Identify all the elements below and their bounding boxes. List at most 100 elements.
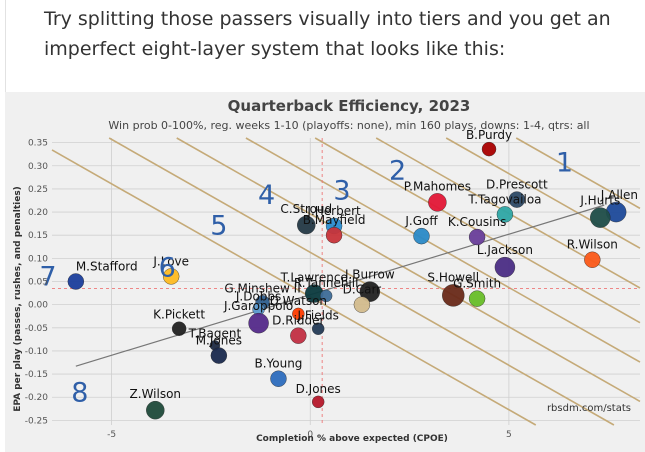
player-marker — [319, 289, 333, 303]
tier-number-label: 7 — [39, 261, 56, 292]
player-marker — [290, 327, 307, 344]
player-marker — [210, 347, 228, 364]
tier-lines — [51, 137, 641, 426]
player-label: D.Prescott — [486, 178, 548, 192]
player-marker — [270, 370, 287, 387]
player-point: J.Fields — [297, 309, 339, 335]
trend-line — [75, 204, 605, 367]
grid-lines — [52, 138, 640, 425]
player-marker — [353, 296, 371, 313]
player-point: R.Tannehill — [294, 276, 359, 303]
player-marker — [584, 251, 601, 268]
player-marker — [311, 395, 325, 409]
player-marker — [297, 215, 316, 235]
player-marker — [325, 227, 343, 244]
player-label: K.Pickett — [153, 308, 205, 322]
player-point: R.Wilson — [567, 238, 618, 268]
player-label: S.Howell — [427, 270, 479, 284]
player-point: M.Stafford — [67, 260, 138, 290]
player-point: D.Watson — [270, 294, 327, 321]
player-point: D.Carr — [343, 283, 382, 313]
player-label: R.Tannehill — [294, 276, 359, 290]
player-label: D.Carr — [343, 283, 382, 297]
player-label: T.Tagovailoa — [467, 192, 541, 206]
player-label: G.Minshew II — [224, 281, 300, 295]
player-marker — [508, 191, 526, 208]
player-label: B.Purdy — [466, 128, 512, 142]
player-point: M.Jones — [196, 334, 242, 364]
player-marker — [590, 207, 611, 228]
player-label: J.Garoppolo — [223, 299, 293, 313]
player-label: C.Stroud — [280, 202, 332, 216]
player-label: B.Mayfield — [303, 213, 366, 227]
qb-efficiency-chart: Quarterback Efficiency, 2023 Win prob 0-… — [13, 97, 641, 444]
tier-divider-line — [445, 137, 641, 249]
player-point: D.Prescott — [486, 178, 548, 208]
x-tick-label: -5 — [107, 430, 116, 440]
player-label: B.Young — [254, 357, 302, 371]
player-point: T.Tagovailoa — [467, 192, 542, 223]
trend-line-segment — [75, 204, 605, 367]
chart-credit: rbsdm.com/stats — [547, 403, 631, 414]
y-tick-label: 0.10 — [28, 254, 48, 264]
player-marker — [171, 321, 187, 336]
player-marker — [292, 307, 305, 321]
player-marker — [468, 228, 486, 246]
player-label: T.Bagent — [188, 326, 242, 340]
y-tick-label: -0.05 — [25, 324, 48, 334]
player-point: K.Cousins — [448, 215, 506, 246]
player-label: Z.Wilson — [130, 387, 182, 401]
player-label: J.Herbert — [306, 204, 361, 218]
player-point: J.Burrow — [344, 268, 395, 302]
player-marker — [248, 312, 269, 334]
y-tick-label: 0.30 — [28, 162, 48, 172]
player-point: S.Howell — [427, 270, 479, 307]
player-label: J.Goff — [404, 214, 438, 228]
player-marker — [311, 322, 325, 335]
mean-lines — [52, 138, 640, 425]
player-point: C.Stroud — [280, 202, 332, 235]
y-tick-label: 0.20 — [28, 208, 48, 218]
player-label: D.Watson — [270, 294, 327, 308]
tier-divider-line — [108, 137, 615, 426]
player-label: T.Lawrence — [280, 271, 348, 285]
player-label: D.Ridder — [272, 314, 324, 328]
player-label: J.Hurts — [579, 194, 620, 208]
player-point: J.Hurts — [579, 194, 620, 228]
player-marker — [359, 281, 381, 302]
player-marker — [162, 268, 180, 285]
player-point: J.Goff — [404, 214, 438, 245]
player-point: D.Jones — [296, 382, 341, 409]
x-tick-label: 0 — [307, 430, 313, 440]
player-label: J.Love — [152, 254, 189, 268]
player-point: Z.Wilson — [130, 387, 182, 420]
player-point: P.Mahomes — [404, 179, 471, 212]
tier-number-label: 2 — [389, 155, 406, 186]
player-marker — [494, 256, 516, 278]
tier-divider-line — [51, 149, 537, 426]
player-point: B.Purdy — [466, 128, 512, 157]
player-point: J.Love — [152, 254, 189, 285]
player-point: J.Garoppolo — [223, 299, 293, 334]
player-marker — [496, 206, 514, 223]
tier-divider-line — [515, 137, 641, 210]
tier-number-label: 1 — [556, 148, 573, 179]
tier-number-label: 5 — [210, 210, 227, 241]
player-label: L.Jackson — [477, 243, 533, 257]
y-tick-label: -0.20 — [25, 393, 49, 403]
player-point: G.Smith — [453, 277, 501, 307]
player-marker — [428, 193, 447, 212]
player-marker — [413, 227, 430, 245]
y-tick-label: 0.25 — [28, 185, 48, 195]
tier-divider-line — [245, 137, 641, 363]
tier-number-label: 8 — [71, 378, 88, 409]
y-axis-label: EPA per play (passes, rushes, and penalt… — [13, 186, 23, 412]
tier-number-label: 4 — [258, 180, 275, 211]
chart-subtitle: Win prob 0-100%, reg. weeks 1-10 (playof… — [108, 119, 589, 132]
player-point: B.Mayfield — [303, 213, 366, 244]
x-tick-label: 5 — [506, 430, 512, 440]
axis-ticks: -0.25 -0.20 -0.15 -0.10 -0.05 0.00 0.05 0.10 0.1… — [25, 139, 512, 440]
chart-title: Quarterback Efficiency, 2023 — [228, 97, 471, 115]
y-tick-label: -0.10 — [25, 347, 49, 357]
